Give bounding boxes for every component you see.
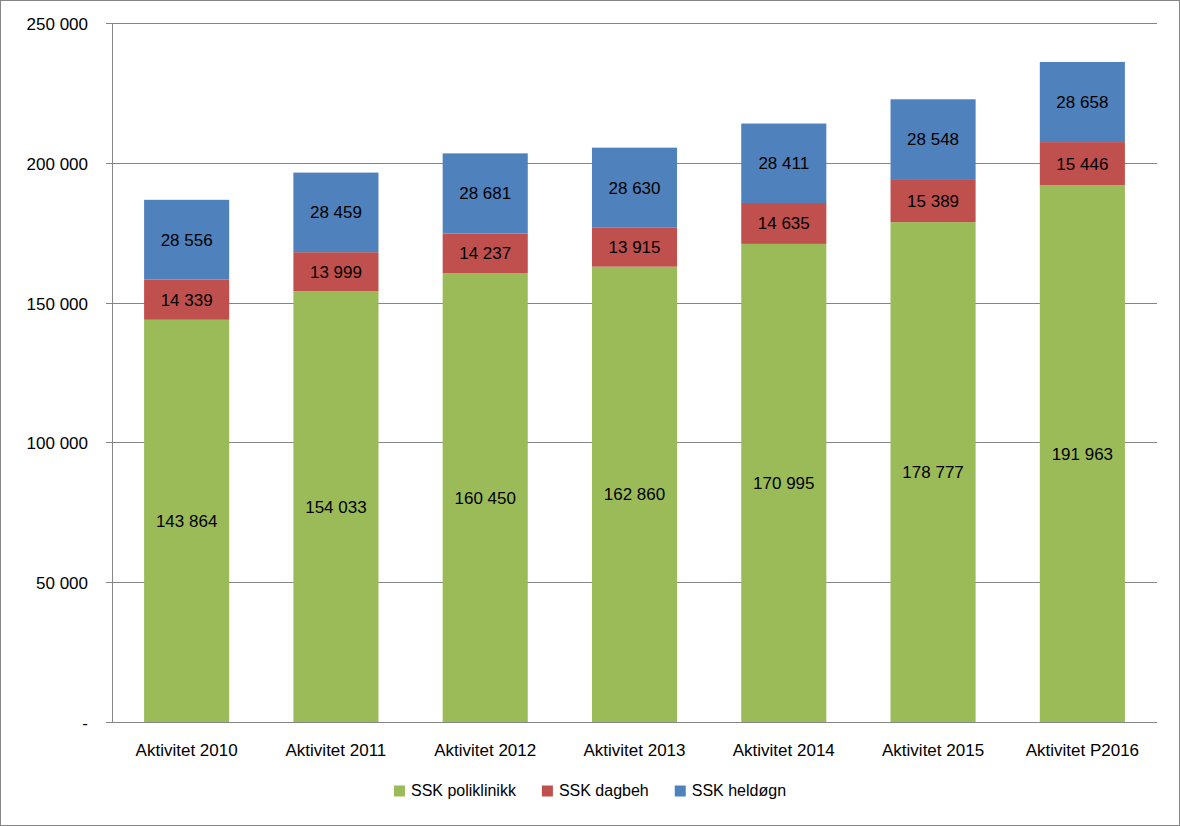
bar-segment: [1040, 142, 1125, 185]
data-label: 28 459: [310, 203, 362, 222]
bar-segment: [891, 179, 976, 222]
bar-segment: [891, 222, 976, 722]
bar-segment: [144, 200, 229, 280]
data-label: 14 635: [758, 214, 810, 233]
legend-item: SSK dagbeh: [542, 782, 649, 799]
bar-segment: [741, 203, 826, 244]
data-label: 143 864: [156, 512, 217, 531]
data-label: 28 411: [758, 154, 809, 173]
legend-label: SSK dagbeh: [559, 782, 649, 799]
bar-segment: [1040, 185, 1125, 722]
bars: [144, 62, 1125, 722]
bar-segment: [1040, 62, 1125, 142]
bar-segment: [144, 320, 229, 722]
legend-item: SSK poliklinikk: [394, 782, 517, 799]
data-labels: 143 864 14 339 28 556 154 033 13 999 28 459 16…: [156, 93, 1113, 531]
y-tick-label: -: [82, 714, 88, 733]
data-label: 28 658: [1056, 93, 1108, 112]
legend: SSK poliklinikk SSK dagbeh SSK heldøgn: [394, 782, 786, 799]
y-tick: [106, 303, 112, 304]
data-label: 28 630: [609, 179, 661, 198]
data-label: 13 915: [609, 238, 661, 257]
data-label: 28 556: [161, 231, 213, 250]
bar-segment: [443, 273, 528, 722]
bar-segment: [443, 153, 528, 233]
bar-segment: [144, 280, 229, 320]
y-tick-label: 250 000: [27, 15, 88, 34]
legend-swatch: [394, 786, 405, 797]
data-label: 191 963: [1052, 445, 1113, 464]
y-tick: [106, 23, 112, 24]
y-tick-label: 50 000: [36, 574, 88, 593]
bar-segment: [741, 244, 826, 722]
y-tick: [106, 722, 112, 723]
legend-swatch: [675, 786, 686, 797]
data-label: 15 446: [1056, 155, 1108, 174]
y-tick-label: 100 000: [27, 434, 88, 453]
x-tick-label: Aktivitet 2013: [583, 741, 685, 760]
legend-label: SSK heldøgn: [692, 782, 786, 799]
data-label: 28 548: [907, 130, 959, 149]
data-label: 170 995: [753, 474, 814, 493]
data-label: 15 389: [907, 192, 959, 211]
grid-line: [112, 23, 1157, 24]
x-tick-label: Aktivitet 2014: [733, 741, 835, 760]
bar-segment: [443, 234, 528, 274]
bar-segment: [293, 252, 378, 291]
data-label: 13 999: [310, 263, 362, 282]
data-label: 160 450: [454, 489, 515, 508]
grid-line: [112, 722, 1157, 723]
x-tick-label: Aktivitet P2016: [1026, 741, 1139, 760]
y-tick: [106, 442, 112, 443]
y-tick: [106, 582, 112, 583]
y-tick-label: 150 000: [27, 295, 88, 314]
x-tick-label: Aktivitet 2015: [882, 741, 984, 760]
x-tick-label: Aktivitet 2012: [434, 741, 536, 760]
data-label: 154 033: [305, 498, 366, 517]
legend-label: SSK poliklinikk: [411, 782, 517, 799]
bar-segment: [592, 148, 677, 228]
y-tick: [106, 163, 112, 164]
chart-frame: [1, 1, 1180, 826]
data-label: 178 777: [902, 463, 963, 482]
y-tick-label: 200 000: [27, 155, 88, 174]
data-label: 14 339: [161, 291, 213, 310]
x-axis: [112, 722, 1157, 723]
data-label: 14 237: [459, 244, 511, 263]
bar-segment: [592, 267, 677, 722]
data-label: 28 681: [459, 184, 511, 203]
bar-segment: [293, 173, 378, 253]
bar-segment: [592, 228, 677, 267]
bar-segment: [891, 99, 976, 179]
bar-segment: [741, 124, 826, 203]
x-tick-label: Aktivitet 2010: [136, 741, 238, 760]
x-tick-label: Aktivitet 2011: [286, 741, 387, 760]
chart: - 50 000 100 000 150 000 200 000 250 000 143 8…: [0, 0, 1180, 826]
y-axis: [112, 23, 113, 722]
bar-segment: [293, 291, 378, 722]
legend-swatch: [542, 786, 553, 797]
data-label: 162 860: [604, 485, 665, 504]
legend-item: SSK heldøgn: [675, 782, 786, 799]
